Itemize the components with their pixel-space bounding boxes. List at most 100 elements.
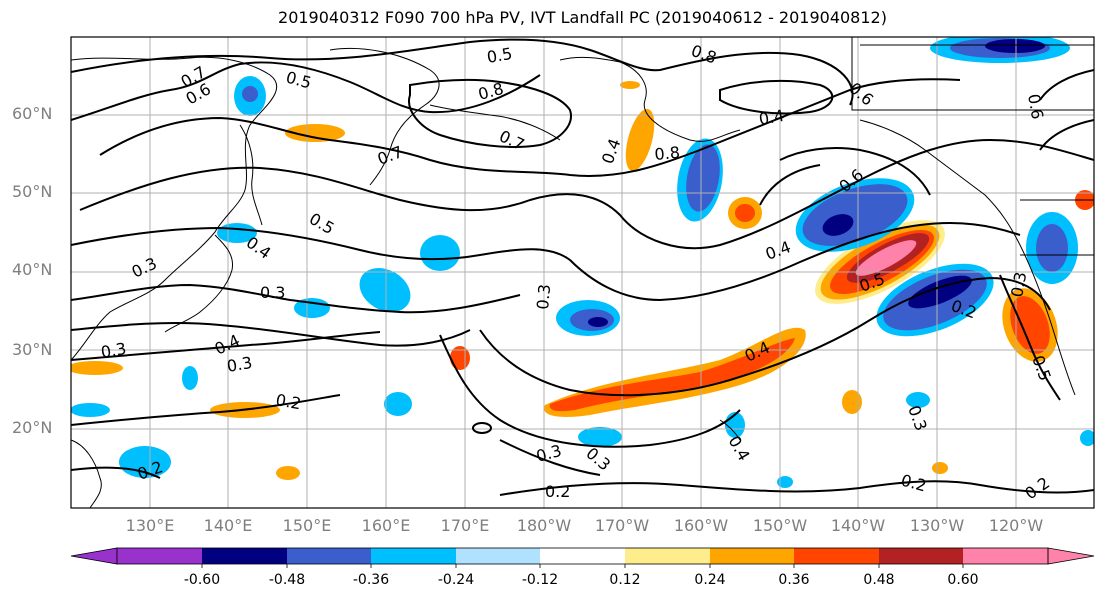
colorbar-segment (371, 548, 456, 564)
pv-positive-patch (932, 462, 948, 474)
pv-negative-patch (294, 298, 330, 318)
coastlines (71, 37, 1094, 508)
pv-positive-patch (842, 390, 862, 414)
lon-label-130e: 130°E (125, 516, 175, 535)
contour-label: 0.4 (757, 106, 785, 129)
contour-label: 0.8 (689, 41, 719, 68)
lon-label-140w: 140°W (830, 516, 886, 535)
contour-label: 0.5 (306, 209, 338, 238)
lat-label-40n: 40°N (12, 260, 53, 279)
lon-label-150w: 150°W (752, 516, 808, 535)
colorbar-segment (625, 548, 710, 564)
pv-negative-patch (588, 317, 608, 327)
contour-label: 0.3 (260, 283, 285, 302)
lon-label-180w: 180°W (516, 516, 572, 535)
pv-negative-patch (1036, 224, 1068, 272)
colorbar-tick-label: -0.48 (268, 572, 306, 588)
contour-label: 0.3 (225, 353, 253, 376)
contour-label: 0.6 (1024, 92, 1047, 120)
colorbar-segment (70, 547, 118, 565)
colorbar (70, 547, 1095, 568)
pv-negative-patch (359, 268, 411, 312)
pv-negative-patch (777, 476, 793, 488)
pv-positive-patch (1010, 296, 1050, 354)
pv-negative-patch (908, 275, 972, 309)
contour-label: 0.3 (534, 441, 564, 466)
pv-contours (71, 38, 1094, 496)
contour-label: 0.7 (375, 142, 405, 169)
contour-label: 0.4 (725, 433, 754, 465)
pv-negative-patch (1080, 430, 1094, 446)
contour-label: 0.3 (1007, 270, 1030, 298)
lon-label-160w: 160°W (673, 516, 729, 535)
lon-label-140e: 140°E (203, 516, 253, 535)
map-frame (70, 36, 1095, 509)
contour-label: 0.4 (598, 136, 625, 166)
colorbar-tick-label: 0.12 (609, 572, 641, 588)
lat-label-20n: 20°N (12, 418, 53, 437)
pv-negative-patch (822, 214, 854, 236)
pv-negative-patch (985, 39, 1045, 53)
map-title: 2019040312 F090 700 hPa PV, IVT Landfall… (278, 8, 887, 27)
pv-negative-patch (420, 235, 460, 271)
pv-positive-patch (625, 108, 655, 172)
colorbar-frame (116, 547, 1049, 565)
colorbar-segment (794, 548, 879, 564)
lat-label-50n: 50°N (12, 182, 53, 201)
contour-label: 0.5 (284, 68, 314, 93)
contour-label: 0.7 (496, 126, 527, 154)
contour-label: 0.3 (99, 339, 127, 362)
pv-positive-patch (855, 240, 917, 276)
pv-positive-patch (549, 338, 795, 412)
contour-label: 0.2 (899, 471, 929, 496)
pv-negative-patch (384, 392, 412, 416)
lon-label-160e: 160°E (361, 516, 411, 535)
lon-label-120w: 120°W (988, 516, 1044, 535)
contour-label: 0.3 (582, 444, 614, 475)
colorbar-tick-label: 0.48 (863, 572, 895, 588)
contour-label: 0.2 (274, 390, 302, 413)
colorbar-tick-label: 0.36 (778, 572, 810, 588)
contour-label: 0.3 (533, 283, 554, 310)
contour-label: 0.2 (1021, 473, 1053, 503)
contour-label: 0.4 (763, 237, 793, 264)
colorbar-tick-label: -0.36 (352, 572, 390, 588)
lon-label-170e: 170°E (440, 516, 490, 535)
lat-label-30n: 30°N (12, 340, 53, 359)
pv-negative-patch (71, 403, 110, 417)
colorbar-tick-label: 0.60 (947, 572, 979, 588)
pv-negative-patch (242, 86, 258, 102)
contour-label: 0.8 (654, 143, 681, 164)
pv-positive-patch (276, 466, 300, 480)
pv-positive-patch (735, 204, 755, 222)
colorbar-segment (540, 548, 625, 564)
pv-positive-patch (71, 361, 123, 375)
colorbar-segment (879, 548, 963, 564)
contour-label: 0.2 (545, 482, 570, 501)
colorbar-segment (287, 548, 371, 564)
pv-positive-patch (620, 81, 640, 89)
colorbar-tick-label: 0.24 (694, 572, 726, 588)
colorbar-segment (456, 548, 540, 564)
contour-label: 0.5 (485, 44, 513, 67)
pv-positive-patch (285, 124, 345, 142)
lon-label-170w: 170°W (594, 516, 650, 535)
lon-label-130w: 130°W (909, 516, 965, 535)
lat-label-60n: 60°N (12, 104, 53, 123)
colorbar-segment (117, 548, 202, 564)
pv-negative-patch (906, 392, 930, 408)
pv-shading (71, 37, 1094, 488)
pv-negative-patch (578, 427, 622, 447)
colorbar-segment (963, 548, 1048, 564)
colorbar-tick-label: -0.12 (521, 572, 559, 588)
colorbar-tick-label: -0.24 (437, 572, 475, 588)
pv-negative-patch (686, 144, 720, 212)
colorbar-segment (710, 548, 794, 564)
colorbar-segment (1047, 547, 1095, 565)
colorbar-tick-label: -0.60 (183, 572, 221, 588)
contour-label: 0.8 (476, 79, 506, 104)
colorbar-segment (202, 548, 287, 564)
pv-negative-patch (182, 366, 198, 390)
contour-label: 0.5 (1028, 353, 1055, 383)
